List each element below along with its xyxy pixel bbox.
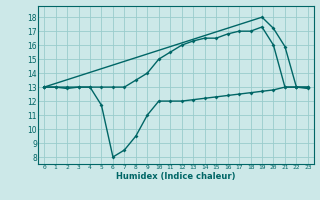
X-axis label: Humidex (Indice chaleur): Humidex (Indice chaleur) (116, 172, 236, 181)
